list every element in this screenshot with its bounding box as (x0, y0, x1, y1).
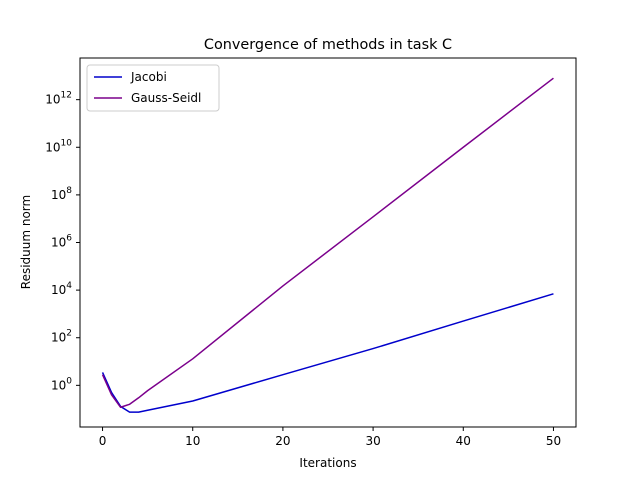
y-axis-ticks: 100 102 104 106 108 1010 1012 (45, 91, 80, 392)
y-tick-label: 108 (51, 186, 72, 202)
series-lines (101, 77, 554, 413)
y-tick-label: 100 (51, 376, 72, 392)
series-line-0 (101, 293, 554, 413)
y-axis-label: Residuum norm (19, 195, 33, 289)
x-tick-label: 30 (365, 434, 380, 448)
x-tick-label: 0 (99, 434, 107, 448)
y-tick-label: 1012 (45, 91, 72, 107)
x-tick-label: 40 (456, 434, 471, 448)
y-tick-label: 102 (51, 329, 72, 345)
series-line-1 (101, 77, 554, 409)
y-tick-label: 106 (51, 234, 72, 250)
x-tick-label: 50 (546, 434, 561, 448)
x-axis-label: Iterations (299, 456, 356, 470)
x-tick-label: 20 (275, 434, 290, 448)
legend-label-1: Gauss-Seidl (131, 91, 201, 105)
y-tick-label: 104 (51, 281, 72, 297)
legend: Jacobi Gauss-Seidl (86, 64, 220, 112)
x-axis-ticks: 0 10 20 30 40 50 (99, 427, 561, 448)
legend-label-0: Jacobi (130, 70, 167, 84)
x-tick-label: 10 (185, 434, 200, 448)
y-tick-label: 1010 (45, 138, 72, 154)
chart-title: Convergence of methods in task C (204, 37, 452, 53)
